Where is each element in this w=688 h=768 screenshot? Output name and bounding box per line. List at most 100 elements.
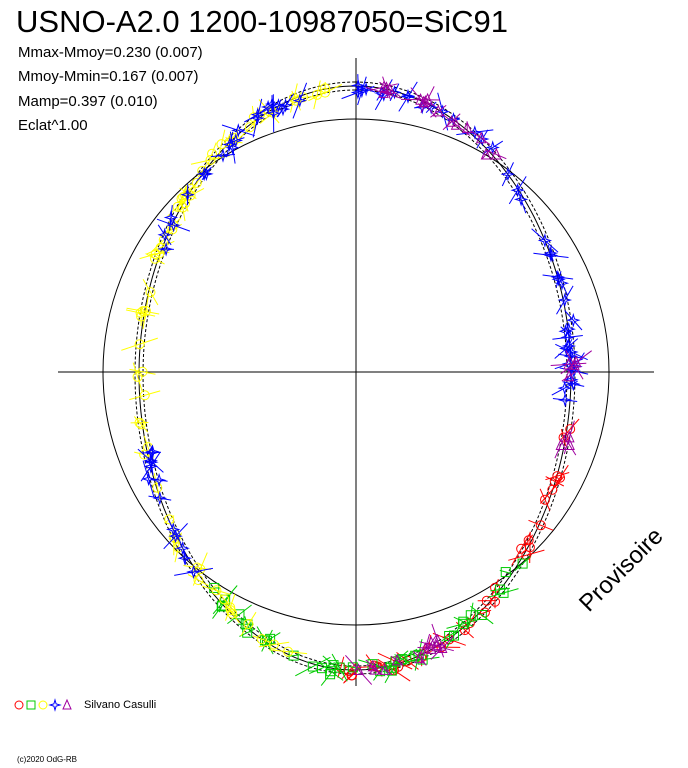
- series-3-point-7: [400, 88, 416, 104]
- series-0-point-9: [540, 494, 551, 505]
- series-3-point-71: [231, 123, 246, 138]
- series-1-point-2-errorbar: [499, 569, 512, 575]
- series-3-point-55: [166, 218, 181, 233]
- legend-symbol-1: [26, 700, 36, 710]
- series-4-point-23: [425, 636, 437, 648]
- series-2-point-35: [164, 514, 175, 525]
- series-4-point-28: [391, 653, 403, 666]
- series-3-point-47-errorbar: [174, 567, 213, 576]
- series-3-point-39-errorbar: [558, 353, 584, 359]
- series-1-point-18-errorbar: [331, 653, 348, 682]
- series-2-point-31: [256, 634, 267, 645]
- series-1-point-12-errorbar: [295, 656, 331, 677]
- series-4-point-16: [570, 355, 582, 368]
- series-2-point-33: [150, 248, 161, 259]
- series-2-point-28-errorbar: [153, 472, 161, 503]
- series-0-point-14: [481, 595, 492, 606]
- series-2-point-53-errorbar: [258, 641, 290, 648]
- series-2-point-62: [243, 619, 254, 630]
- series-3-point-7-errorbar: [401, 93, 415, 99]
- series-3-point-33: [543, 245, 558, 261]
- series-4-point-12-errorbar: [365, 86, 402, 99]
- series-2-point-46: [225, 605, 236, 616]
- series-0-point-4-errorbar: [508, 549, 545, 561]
- series-3-point-50-errorbar: [177, 535, 189, 561]
- series-3-point-6-errorbar: [357, 74, 359, 98]
- series-3-point-23-errorbar: [560, 326, 571, 337]
- series-3-point-66: [250, 107, 265, 122]
- series-3-point-59-errorbar: [196, 166, 212, 181]
- series-3-point-64-errorbar: [260, 101, 276, 113]
- series-3-point-64: [260, 99, 276, 115]
- series-4-point-33-errorbar: [366, 664, 383, 676]
- series-2-point-25: [312, 89, 323, 100]
- series-2-point-42-errorbar: [125, 309, 156, 317]
- series-1-point-38: [517, 558, 528, 569]
- series-2-point-0: [134, 417, 145, 428]
- observer-name: Silvano Casulli: [84, 699, 157, 711]
- legend-symbols: [14, 698, 72, 712]
- series-0-point-3-errorbar: [528, 519, 554, 531]
- series-0-point-17: [490, 582, 501, 593]
- series-3-point-9-errorbar: [565, 323, 572, 336]
- series-4-point-8: [446, 114, 457, 127]
- series-2-point-15-errorbar: [133, 416, 149, 433]
- series-0-point-10-errorbar: [545, 472, 570, 481]
- series-2-point-41: [320, 83, 331, 94]
- series-2-point-16-errorbar: [225, 593, 236, 621]
- series-3-point-58-errorbar: [210, 153, 236, 158]
- series-3-point-56-errorbar: [169, 205, 173, 230]
- series-1-point-34-errorbar: [320, 662, 340, 686]
- series-1-point-34: [325, 669, 336, 680]
- series-3-point-47: [186, 564, 201, 580]
- legend-symbol-4: [62, 698, 72, 710]
- series-4-point-10: [480, 147, 492, 160]
- legend-symbol-0: [14, 700, 24, 710]
- series-4-point-32-errorbar: [420, 633, 431, 664]
- series-1-point-7-errorbar: [468, 602, 474, 628]
- series-3-point-66-errorbar: [244, 106, 272, 123]
- series-4-point-12: [378, 86, 389, 98]
- series-3-point-39: [563, 348, 579, 364]
- series-4-point-8-errorbar: [442, 113, 461, 131]
- series-4-point-18-errorbar: [562, 434, 577, 456]
- series-3-point-50: [175, 540, 190, 556]
- series-2-point-60-errorbar: [181, 194, 189, 212]
- series-3-point-43-errorbar: [142, 460, 155, 498]
- series-1-point-7: [465, 610, 476, 621]
- series-2-point-12-errorbar: [142, 278, 159, 306]
- series-4-point-10-errorbar: [481, 149, 491, 160]
- series-3-point-42-errorbar: [163, 523, 188, 550]
- series-3-point-21: [566, 312, 581, 328]
- series-0-point-11: [524, 542, 535, 553]
- series-4-point-13-errorbar: [430, 105, 447, 118]
- series-4-point-20: [564, 430, 575, 443]
- series-1-point-38-errorbar: [514, 556, 531, 571]
- series-3-point-60-errorbar: [292, 82, 308, 119]
- series-1-point-6: [476, 609, 487, 620]
- series-4-point-6-errorbar: [471, 131, 491, 146]
- series-0-point-20-errorbar: [377, 658, 411, 682]
- series-3-point-26: [557, 380, 572, 396]
- series-3-point-69: [222, 137, 237, 152]
- series-1-point-14: [417, 654, 428, 665]
- series-4-point-31: [431, 639, 442, 652]
- series-1-point-0: [498, 587, 509, 598]
- series-0-point-32-errorbar: [463, 612, 477, 634]
- series-0-point-25: [459, 625, 470, 636]
- series-3-point-21-errorbar: [564, 310, 583, 331]
- series-1-point-15-errorbar: [446, 618, 480, 629]
- series-0-point-6: [547, 484, 558, 495]
- series-3-point-55-errorbar: [156, 218, 191, 232]
- series-3-point-12: [566, 376, 581, 392]
- series-2-point-15: [136, 419, 147, 430]
- series-0-point-7: [558, 432, 569, 443]
- series-3-point-15-errorbar: [552, 398, 578, 402]
- series-3-point-45: [151, 472, 167, 488]
- series-3-point-63: [157, 227, 172, 243]
- series-3-point-72-errorbar: [201, 167, 212, 181]
- series-3-point-33-errorbar: [547, 244, 554, 262]
- series-2-point-49: [244, 122, 255, 133]
- series-1-point-23-errorbar: [212, 592, 233, 619]
